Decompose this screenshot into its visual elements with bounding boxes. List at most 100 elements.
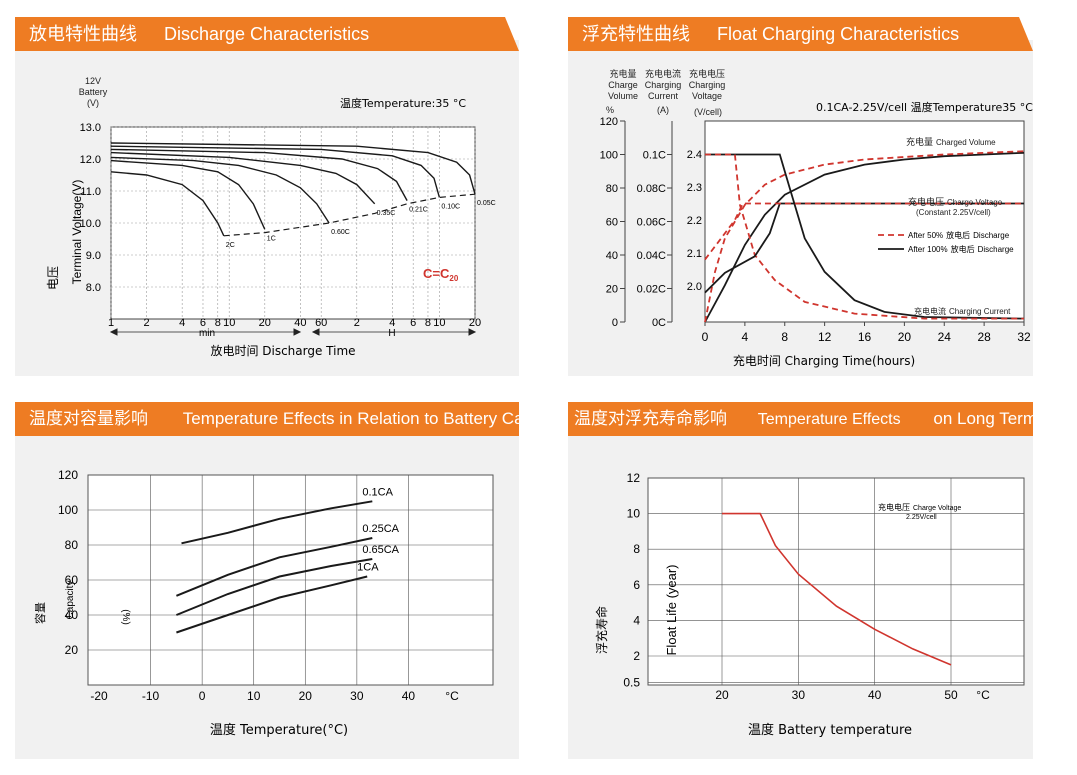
temp-life-xtick: 50 bbox=[944, 688, 958, 702]
charging-current-label: 充电电流 Charging Current bbox=[914, 306, 1011, 316]
charge-voltage-label: 充电电压 Charge Voltage bbox=[908, 196, 1003, 208]
discharge-grid bbox=[110, 126, 476, 320]
temp-capacity-ytick: 60 bbox=[65, 573, 79, 587]
discharge-curve-2C bbox=[110, 171, 225, 237]
discharge-ylabel-cn: 电压 bbox=[46, 266, 60, 290]
float-ytick-voltage: 2.4 bbox=[687, 149, 702, 161]
discharge-curve-0.35C bbox=[110, 151, 376, 205]
discharge-xtick-min: 8 bbox=[215, 317, 221, 329]
temp-capacity-series: 0.1CA 0.25CA 0.65CA 1CA bbox=[176, 486, 400, 634]
discharge-title-en: Discharge Characteristics bbox=[164, 24, 370, 44]
temp-life-annotation-cn: 充电电压 bbox=[878, 502, 910, 512]
current-label-en2: Current bbox=[648, 91, 679, 101]
temp-life-ytick: 0.5 bbox=[623, 676, 640, 690]
discharge-ylabel-en: Terminal Voltage(V) bbox=[70, 180, 84, 285]
float-ytick-voltage: 2.0 bbox=[687, 281, 702, 293]
float-header: 浮充特性曲线 Float Charging Characteristics bbox=[568, 17, 1033, 51]
float-xtick: 12 bbox=[818, 330, 832, 344]
discharge-condition: 温度Temperature:35 °C bbox=[340, 96, 466, 110]
temp-capacity-xtick: -20 bbox=[90, 689, 108, 703]
temp-life-title-en-2: on Long Term Float L bbox=[933, 409, 1033, 428]
temp-life-chart: 12 10 8 6 4 2 0.5 20 30 40 50 °C 浮充寿命 Float Life (y… bbox=[594, 471, 1025, 738]
float-xlabel: 充电时间 Charging Time(hours) bbox=[733, 353, 915, 368]
temp-life-annotation-value: 2.25V/cell bbox=[906, 514, 937, 521]
charge-voltage-note: (Constant 2.25V/cell) bbox=[916, 208, 991, 217]
temp-capacity-curve-0.25CA bbox=[176, 537, 373, 597]
annotation-sub: 20 bbox=[449, 274, 458, 283]
discharge-xtick-h: 20 bbox=[469, 317, 481, 329]
float-ytick-volume: 100 bbox=[600, 150, 618, 162]
discharge-ytick: 8.0 bbox=[86, 282, 101, 294]
voltage-label-cn: 充电电压 bbox=[689, 68, 725, 80]
temp-capacity-ylabel-unit: (%) bbox=[120, 609, 131, 625]
float-ytick-current: 0.1C bbox=[643, 150, 666, 162]
legend-50-cn: 放电后 bbox=[946, 230, 970, 240]
discharge-xtick-min: 20 bbox=[259, 317, 271, 329]
temp-capacity-chart: 120 100 80 60 40 20 -20 -10 0 10 20 30 40 °C 0.1CA 0.2… bbox=[33, 468, 494, 738]
volume-label-en2: Volume bbox=[608, 91, 638, 101]
temp-capacity-xtick: 30 bbox=[350, 689, 364, 703]
discharge-ytick: 9.0 bbox=[86, 250, 101, 262]
float-ytick-current: 0.04C bbox=[637, 250, 666, 262]
volume-label-unit: % bbox=[606, 105, 614, 115]
temp-life-xtick: 30 bbox=[792, 688, 806, 702]
temp-life-xunit: °C bbox=[976, 688, 990, 702]
float-chart: 充电量 Charge Volume % 充电电流 Charging Curren… bbox=[600, 68, 1033, 368]
float-ytick-current: 0.02C bbox=[637, 284, 666, 296]
temp-life-xtick: 20 bbox=[715, 688, 729, 702]
temp-capacity-xunit: °C bbox=[445, 689, 459, 703]
battery-label-line2: Battery bbox=[79, 87, 108, 97]
temp-capacity-curve-1CA bbox=[176, 575, 368, 634]
discharge-unit-min: min bbox=[199, 328, 215, 339]
discharge-xtick-min: 40 bbox=[294, 317, 306, 329]
float-condition: 0.1CA-2.25V/cell 温度Temperature35 °C bbox=[816, 100, 1033, 114]
discharge-curve-label: 1C bbox=[267, 235, 276, 242]
temp-life-ytick: 2 bbox=[633, 649, 640, 663]
temp-life-xlabel: 温度 Battery temperature bbox=[748, 722, 912, 738]
float-xtick: 32 bbox=[1017, 330, 1031, 344]
legend-100-en: After 100% bbox=[908, 245, 948, 254]
float-curve-after-50-volume bbox=[704, 150, 1025, 323]
float-title-cn: 浮充特性曲线 bbox=[582, 24, 690, 45]
temp-life-header: 温度对浮充寿命影响 Temperature Effects on Long Te… bbox=[568, 402, 1033, 436]
temp-life-title-cn: 温度对浮充寿命影响 bbox=[574, 409, 727, 429]
discharge-xtick-min: 60 bbox=[315, 317, 327, 329]
discharge-xtick-h: 4 bbox=[389, 317, 395, 329]
float-xtick: 4 bbox=[742, 330, 749, 344]
temp-capacity-ytick: 80 bbox=[65, 538, 79, 552]
temp-capacity-curve-0.1CA bbox=[181, 500, 373, 545]
temp-life-series bbox=[722, 512, 952, 666]
discharge-xtick-min: 6 bbox=[200, 317, 206, 329]
discharge-curve-label: 0.21C bbox=[409, 207, 428, 214]
discharge-unit-arrows bbox=[109, 328, 477, 336]
discharge-curve-label: 0.10C bbox=[441, 203, 460, 210]
discharge-title-cn: 放电特性曲线 bbox=[29, 24, 137, 45]
discharge-ytick: 11.0 bbox=[80, 186, 101, 198]
temp-life-ytick: 6 bbox=[633, 578, 640, 592]
float-ytick-current: 0.06C bbox=[637, 217, 666, 229]
discharge-battery-label: 12V Battery (V) bbox=[79, 76, 108, 108]
temp-life-title-en: Temperature Effects bbox=[757, 411, 901, 428]
discharge-xtick-min: 2 bbox=[144, 317, 150, 329]
temp-life-ytick: 10 bbox=[627, 507, 641, 521]
discharge-curve-0.05C bbox=[110, 142, 476, 195]
discharge-curve-0.10C bbox=[110, 145, 441, 198]
temp-capacity-xlabel: 温度 Temperature(°C) bbox=[210, 722, 348, 738]
float-curve-after-50-voltage bbox=[704, 202, 1024, 261]
temp-life-axes: 12 10 8 6 4 2 0.5 20 30 40 50 °C bbox=[623, 471, 1025, 702]
float-title-en: Float Charging Characteristics bbox=[717, 24, 960, 44]
temp-capacity-xtick: 20 bbox=[299, 689, 313, 703]
float-xtick: 8 bbox=[781, 330, 788, 344]
temp-capacity-xtick: 40 bbox=[402, 689, 416, 703]
temp-capacity-header: 温度对容量影响 Temperature Effects in Relation … bbox=[15, 402, 568, 436]
discharge-curve-0.21C bbox=[110, 148, 408, 201]
temp-capacity-xtick: 10 bbox=[247, 689, 261, 703]
float-ytick-volume: 40 bbox=[606, 250, 618, 262]
voltage-label-unit: (V/cell) bbox=[694, 107, 722, 117]
float-ytick-volume: 60 bbox=[606, 217, 618, 229]
charging-current-cn: 充电电流 bbox=[914, 306, 946, 316]
voltage-label-en1: Charging bbox=[689, 80, 726, 90]
float-header-labels: 充电量 Charge Volume % 充电电流 Charging Curren… bbox=[606, 68, 725, 117]
float-ytick-volume: 80 bbox=[606, 183, 618, 195]
discharge-xtick-h: 8 bbox=[425, 317, 431, 329]
